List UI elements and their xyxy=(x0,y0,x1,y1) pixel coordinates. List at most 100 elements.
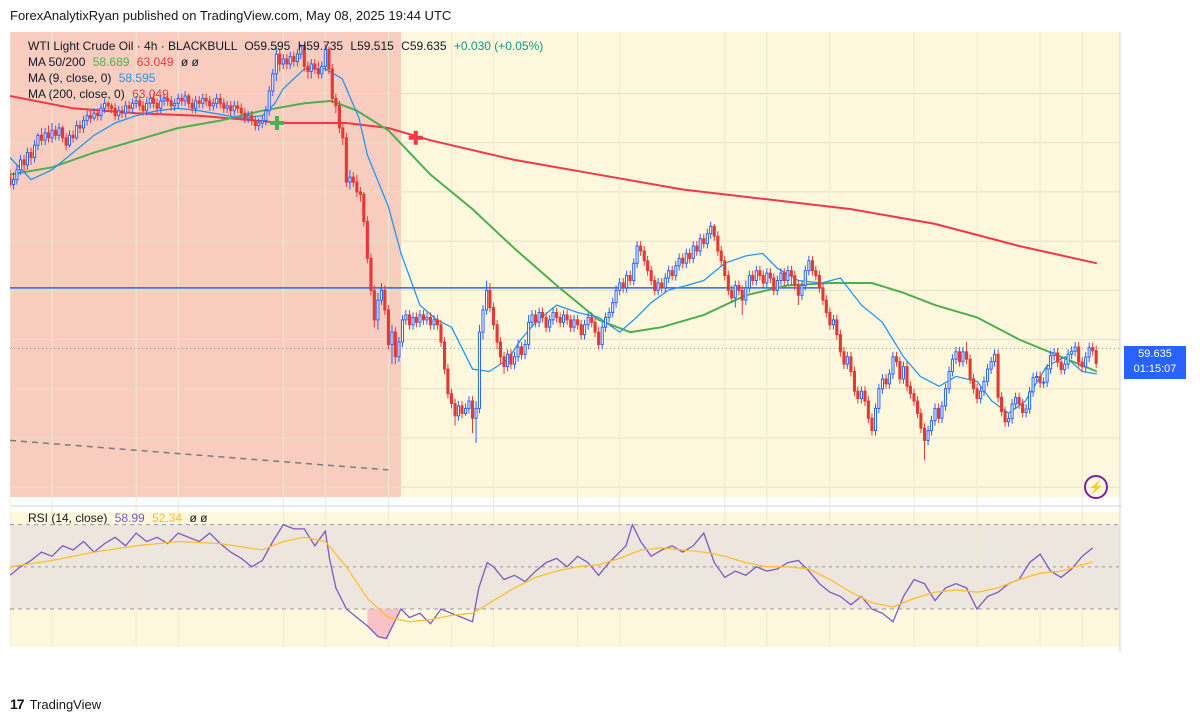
death-cross-marker xyxy=(408,130,423,145)
candle-body xyxy=(933,407,937,422)
candle-body xyxy=(1070,350,1074,355)
candle-body xyxy=(54,129,58,136)
candle-body xyxy=(856,390,860,400)
candle-body xyxy=(25,152,30,166)
legend-close: C59.635 xyxy=(401,39,447,53)
candle-body xyxy=(306,65,310,72)
candle-body xyxy=(183,95,187,102)
candle-body xyxy=(197,100,201,104)
candle-body xyxy=(926,430,930,441)
candle-body xyxy=(173,102,177,107)
candle-body xyxy=(148,97,152,104)
candle-body xyxy=(828,311,832,326)
candle-body xyxy=(1007,418,1011,423)
candle-body xyxy=(642,250,646,262)
candle-body xyxy=(670,270,674,277)
candle-body xyxy=(894,356,899,363)
candle-body xyxy=(1087,347,1091,358)
candle-body xyxy=(873,407,878,432)
candle-body xyxy=(611,302,615,313)
candle-body xyxy=(232,105,236,112)
candle-body xyxy=(379,289,384,301)
chart-svg[interactable]: 54.00056.00058.00060.00062.00064.00066.0… xyxy=(10,32,1122,652)
candle-body xyxy=(555,311,559,318)
candle-body xyxy=(43,132,47,141)
candle-body xyxy=(737,284,741,291)
candle-body xyxy=(754,270,758,281)
candle-body xyxy=(64,137,68,146)
candle-body xyxy=(393,331,397,358)
candle-body xyxy=(1077,346,1081,363)
rsi-extra: ø ø xyxy=(189,511,208,525)
candle-body xyxy=(1042,381,1046,384)
candle-body xyxy=(250,115,254,122)
legend-ma200-label: MA (200, close, 0) xyxy=(28,87,125,101)
candle-body xyxy=(982,380,986,392)
candle-body xyxy=(971,378,976,390)
candle-body xyxy=(99,107,103,117)
candle-body xyxy=(817,275,821,289)
candle-body xyxy=(1031,377,1035,393)
candle-body xyxy=(646,260,650,272)
legend-row-symbol: WTI Light Crude Oil · 4h · BLACKBULL O59… xyxy=(28,38,543,54)
candle-body xyxy=(50,129,54,139)
candle-body xyxy=(674,265,678,277)
candle-body xyxy=(950,358,954,373)
candle-body xyxy=(187,95,191,104)
lightning-icon[interactable]: ⚡ xyxy=(1084,475,1108,499)
candle-body xyxy=(660,282,664,289)
candle-body xyxy=(544,316,548,328)
candle-body xyxy=(698,238,702,252)
candle-body xyxy=(793,275,797,286)
candle-body xyxy=(1038,375,1042,384)
legend-low: L59.515 xyxy=(350,39,394,53)
candle-body xyxy=(506,353,510,368)
candle-body xyxy=(859,390,863,400)
candle-body xyxy=(330,68,334,99)
candle-body xyxy=(740,289,744,301)
candle-body xyxy=(796,284,800,296)
candle-body xyxy=(621,282,625,289)
candle-body xyxy=(180,97,184,102)
last-price-value: 59.635 xyxy=(1138,348,1172,360)
legend-ma200-value: 63.049 xyxy=(132,87,169,101)
candle-body xyxy=(386,309,390,345)
candle-body xyxy=(362,193,366,222)
last-price-tag: 59.635 01:15:07 xyxy=(1124,346,1186,379)
candle-body xyxy=(222,102,226,109)
candle-body xyxy=(716,235,720,252)
candle-body xyxy=(747,275,751,289)
candle-body xyxy=(880,378,884,390)
candle-body xyxy=(495,324,499,343)
candle-body xyxy=(397,341,401,358)
candle-body xyxy=(947,371,951,390)
candle-body xyxy=(464,407,468,414)
candle-body xyxy=(407,314,411,326)
candle-body xyxy=(905,366,909,387)
candle-body xyxy=(46,132,51,139)
candle-body xyxy=(530,314,534,323)
candle-body xyxy=(891,356,895,375)
candle-body xyxy=(726,275,730,291)
candle-body xyxy=(1052,352,1056,357)
candle-body xyxy=(667,270,671,279)
candle-body xyxy=(485,289,489,311)
candle-body xyxy=(267,90,271,112)
candle-body xyxy=(691,245,695,259)
candle-body xyxy=(1014,397,1018,405)
candle-body xyxy=(260,120,264,124)
candle-body xyxy=(807,260,811,272)
candle-body xyxy=(67,134,72,146)
candle-body xyxy=(295,53,299,63)
candle-body xyxy=(348,176,352,183)
candle-body xyxy=(341,127,345,139)
legend-ma9-label: MA (9, close, 0) xyxy=(28,71,112,85)
rsi-line xyxy=(10,522,1094,640)
candle-body xyxy=(253,120,257,126)
candle-body xyxy=(1045,368,1049,383)
candle-body xyxy=(131,102,135,109)
candle-body xyxy=(418,314,422,323)
candle-body xyxy=(33,144,37,158)
candle-body xyxy=(15,169,19,181)
candle-body xyxy=(810,260,814,272)
